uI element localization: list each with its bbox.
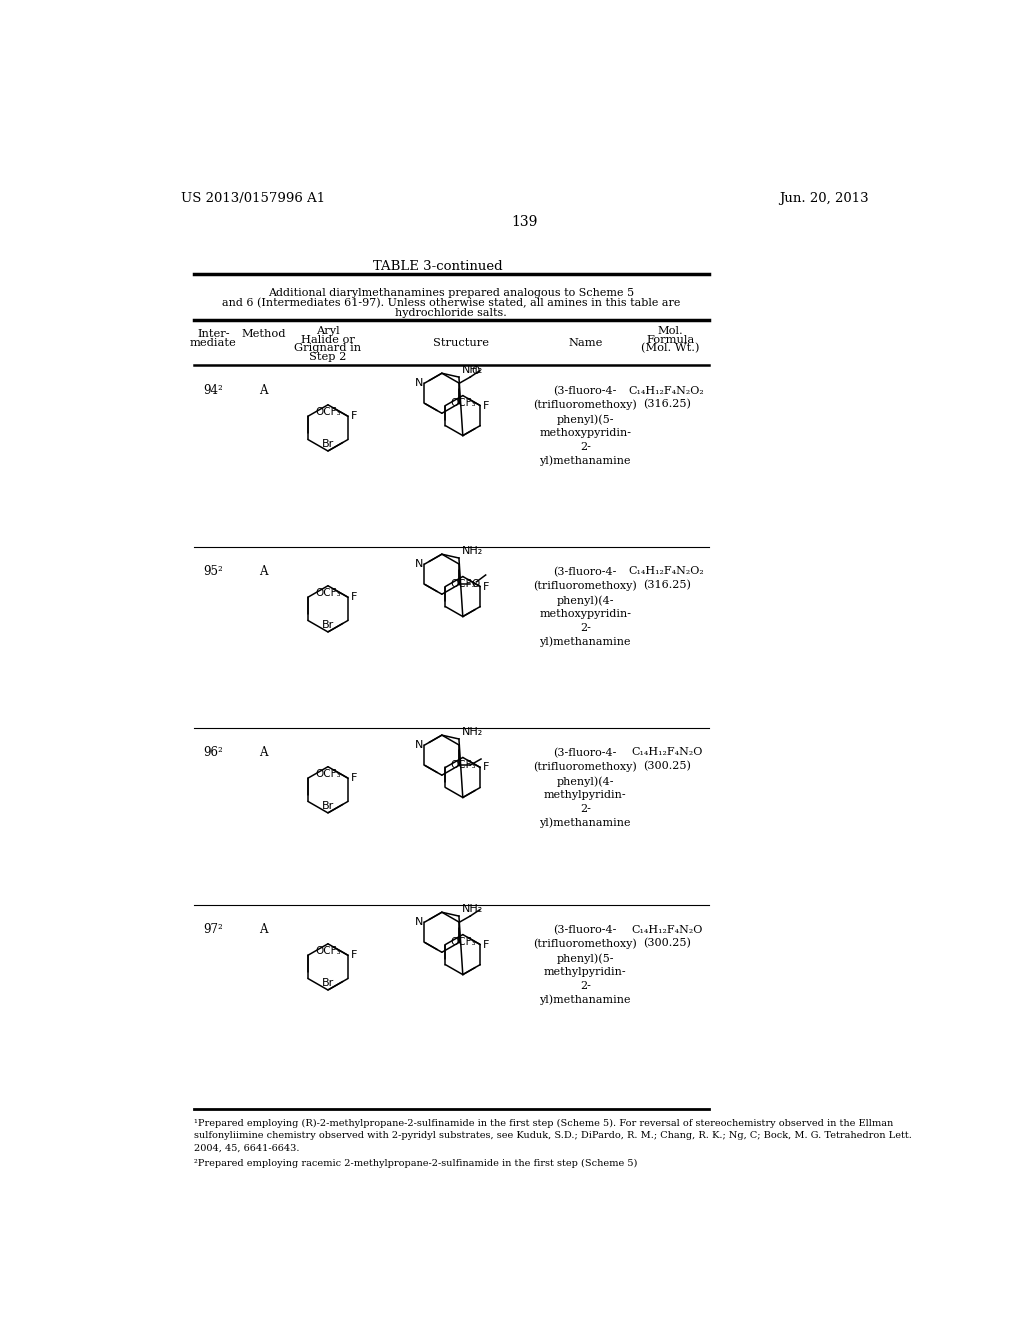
Text: Br: Br [322, 440, 334, 449]
Text: N: N [415, 379, 423, 388]
Text: NH₂: NH₂ [462, 364, 483, 375]
Text: C₁₄H₁₂F₄N₂O
(300.25): C₁₄H₁₂F₄N₂O (300.25) [631, 747, 702, 771]
Text: Jun. 20, 2013: Jun. 20, 2013 [779, 191, 869, 205]
Text: 96²: 96² [204, 746, 223, 759]
Text: Mol.: Mol. [657, 326, 683, 337]
Text: OCF₃: OCF₃ [315, 407, 341, 417]
Text: F: F [350, 950, 356, 961]
Text: 94²: 94² [204, 384, 223, 397]
Text: Structure: Structure [433, 338, 489, 347]
Text: ²Prepared employing racemic 2-methylpropane-2-sulfinamide in the first step (Sch: ²Prepared employing racemic 2-methylprop… [194, 1159, 637, 1168]
Text: OCF₃: OCF₃ [450, 578, 475, 589]
Text: OCF₃: OCF₃ [450, 397, 475, 408]
Text: OCF₃: OCF₃ [315, 946, 341, 956]
Text: Additional diarylmethanamines prepared analogous to Scheme 5: Additional diarylmethanamines prepared a… [268, 288, 634, 298]
Text: Formula: Formula [646, 335, 694, 345]
Text: 139: 139 [512, 215, 538, 228]
Text: TABLE 3-continued: TABLE 3-continued [373, 260, 503, 273]
Text: 95²: 95² [204, 565, 223, 578]
Text: F: F [350, 412, 356, 421]
Text: OCF₃: OCF₃ [315, 589, 341, 598]
Text: OCF₃: OCF₃ [450, 937, 475, 946]
Text: Br: Br [322, 801, 334, 812]
Text: F: F [350, 774, 356, 783]
Text: ¹Prepared employing (R)-2-methylpropane-2-sulfinamide in the first step (Scheme : ¹Prepared employing (R)-2-methylpropane-… [194, 1118, 911, 1152]
Text: (3-fluoro-4-
(trifluoromethoxy)
phenyl)(5-
methoxypyridin-
2-
yl)methanamine: (3-fluoro-4- (trifluoromethoxy) phenyl)(… [534, 385, 637, 466]
Text: A: A [259, 384, 268, 397]
Text: (3-fluoro-4-
(trifluoromethoxy)
phenyl)(4-
methoxypyridin-
2-
yl)methanamine: (3-fluoro-4- (trifluoromethoxy) phenyl)(… [534, 566, 637, 647]
Text: and 6 (Intermediates 61-97). Unless otherwise stated, all amines in this table a: and 6 (Intermediates 61-97). Unless othe… [222, 298, 680, 308]
Text: Method: Method [242, 330, 286, 339]
Text: 97²: 97² [204, 923, 223, 936]
Text: Step 2: Step 2 [309, 351, 347, 362]
Text: A: A [259, 565, 268, 578]
Text: Halide or: Halide or [301, 335, 355, 345]
Text: F: F [482, 582, 488, 591]
Text: (3-fluoro-4-
(trifluoromethoxy)
phenyl)(4-
methylpyridin-
2-
yl)methanamine: (3-fluoro-4- (trifluoromethoxy) phenyl)(… [534, 747, 637, 828]
Text: Grignard in: Grignard in [294, 343, 361, 354]
Text: OCF₃: OCF₃ [450, 760, 475, 770]
Text: F: F [482, 940, 488, 949]
Text: Br: Br [322, 978, 334, 989]
Text: Inter-: Inter- [197, 330, 229, 339]
Text: C₁₄H₁₂F₄N₂O₂
(316.25): C₁₄H₁₂F₄N₂O₂ (316.25) [629, 566, 705, 590]
Text: mediate: mediate [189, 338, 237, 347]
Text: F: F [350, 593, 356, 602]
Text: N: N [415, 917, 423, 927]
Text: F: F [482, 763, 488, 772]
Text: Name: Name [568, 338, 602, 347]
Text: Aryl: Aryl [316, 326, 340, 337]
Text: NH₂: NH₂ [462, 545, 483, 556]
Text: A: A [259, 746, 268, 759]
Text: C₁₄H₁₂F₄N₂O₂
(316.25): C₁₄H₁₂F₄N₂O₂ (316.25) [629, 385, 705, 409]
Text: O: O [471, 367, 479, 376]
Text: A: A [259, 923, 268, 936]
Text: OCF₃: OCF₃ [315, 770, 341, 779]
Text: C₁₄H₁₂F₄N₂O
(300.25): C₁₄H₁₂F₄N₂O (300.25) [631, 924, 702, 949]
Text: N: N [415, 741, 423, 750]
Text: F: F [482, 400, 488, 411]
Text: N: N [415, 560, 423, 569]
Text: hydrochloride salts.: hydrochloride salts. [395, 308, 507, 318]
Text: (3-fluoro-4-
(trifluoromethoxy)
phenyl)(5-
methylpyridin-
2-
yl)methanamine: (3-fluoro-4- (trifluoromethoxy) phenyl)(… [534, 924, 637, 1006]
Text: O: O [471, 579, 479, 589]
Text: (Mol. Wt.): (Mol. Wt.) [641, 343, 699, 354]
Text: NH₂: NH₂ [462, 904, 483, 913]
Text: Br: Br [322, 620, 334, 631]
Text: US 2013/0157996 A1: US 2013/0157996 A1 [180, 191, 325, 205]
Text: NH₂: NH₂ [462, 727, 483, 737]
